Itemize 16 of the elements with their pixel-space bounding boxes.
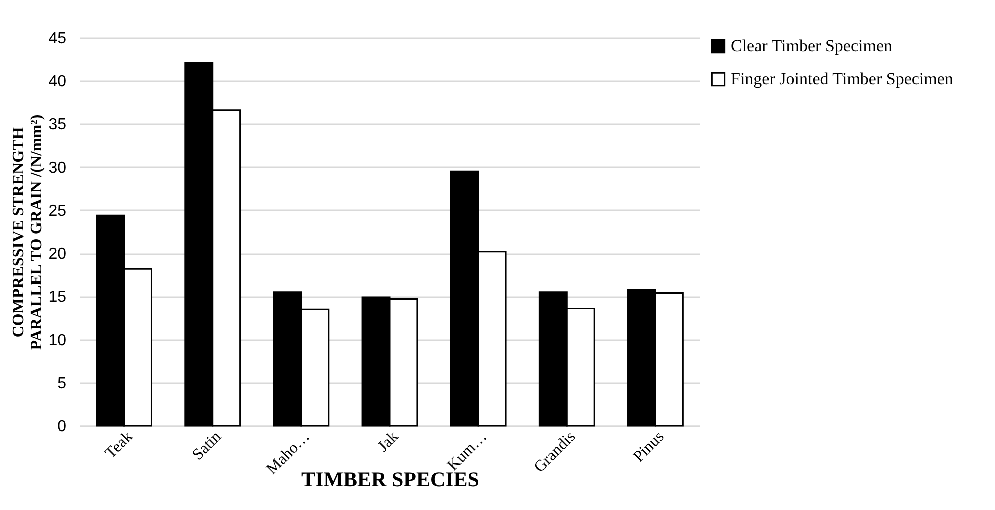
y-tick-label: 15	[48, 289, 67, 306]
y-axis-title: COMPRESSIVE STRENGTH PARALLEL TO GRAIN /(N/mm²)	[10, 114, 46, 350]
x-tick-label: Teak	[102, 428, 136, 462]
y-tick-label: 20	[48, 246, 67, 264]
y-tick-label: 35	[48, 116, 67, 134]
y-tick-label: 45	[48, 30, 67, 48]
y-tick-label: 40	[48, 74, 67, 91]
legend-label: Finger Jointed Timber Specimen	[731, 70, 954, 88]
y-tick-label: 25	[48, 202, 67, 220]
y-tick-label: 10	[48, 332, 67, 350]
y-tick-label: 5	[58, 375, 67, 392]
legend-label: Clear Timber Specimen	[731, 36, 893, 56]
x-tick-label: Jak	[374, 428, 402, 456]
y-tick-label: 0	[58, 418, 67, 436]
y-tick-label: 30	[48, 160, 67, 177]
x-tick-label: Satin	[190, 428, 225, 464]
